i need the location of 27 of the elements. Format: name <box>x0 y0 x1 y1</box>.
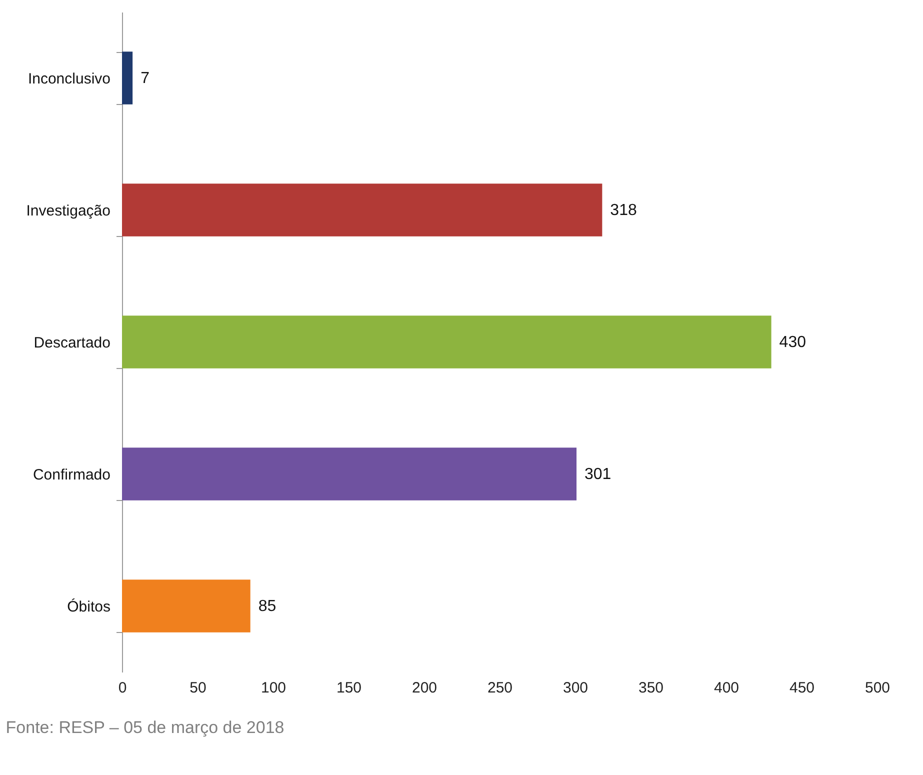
bar <box>122 184 602 236</box>
bar <box>122 316 772 368</box>
data-label: 318 <box>610 202 637 219</box>
x-tick-label: 0 <box>118 680 127 696</box>
x-tick-label: 150 <box>336 680 362 696</box>
bar <box>122 448 577 500</box>
y-tick-label: Confirmado <box>32 466 110 484</box>
bar <box>122 52 133 104</box>
data-label: 7 <box>140 70 150 87</box>
x-tick-label: 500 <box>864 680 890 696</box>
x-tick-label: 300 <box>562 680 588 696</box>
x-tick-label: 450 <box>789 680 815 696</box>
x-tick-label: 250 <box>487 680 513 696</box>
data-label: 85 <box>258 598 276 615</box>
y-tick-label: Investigação <box>26 202 110 220</box>
x-tick-label: 100 <box>260 680 286 696</box>
bar <box>122 580 250 632</box>
data-label: 301 <box>584 466 612 483</box>
x-tick-label: 50 <box>190 680 206 696</box>
data-label: 430 <box>779 334 806 351</box>
x-tick-label: 350 <box>638 680 664 696</box>
x-tick-label: 200 <box>412 680 438 696</box>
y-tick-label: Descartado <box>34 334 110 352</box>
y-tick-label: Inconclusivo <box>28 70 110 88</box>
source-note: Fonte: RESP – 05 de março de 2018 <box>6 718 284 737</box>
x-tick-label: 400 <box>714 680 740 696</box>
y-tick-label: Óbitos <box>67 598 110 616</box>
